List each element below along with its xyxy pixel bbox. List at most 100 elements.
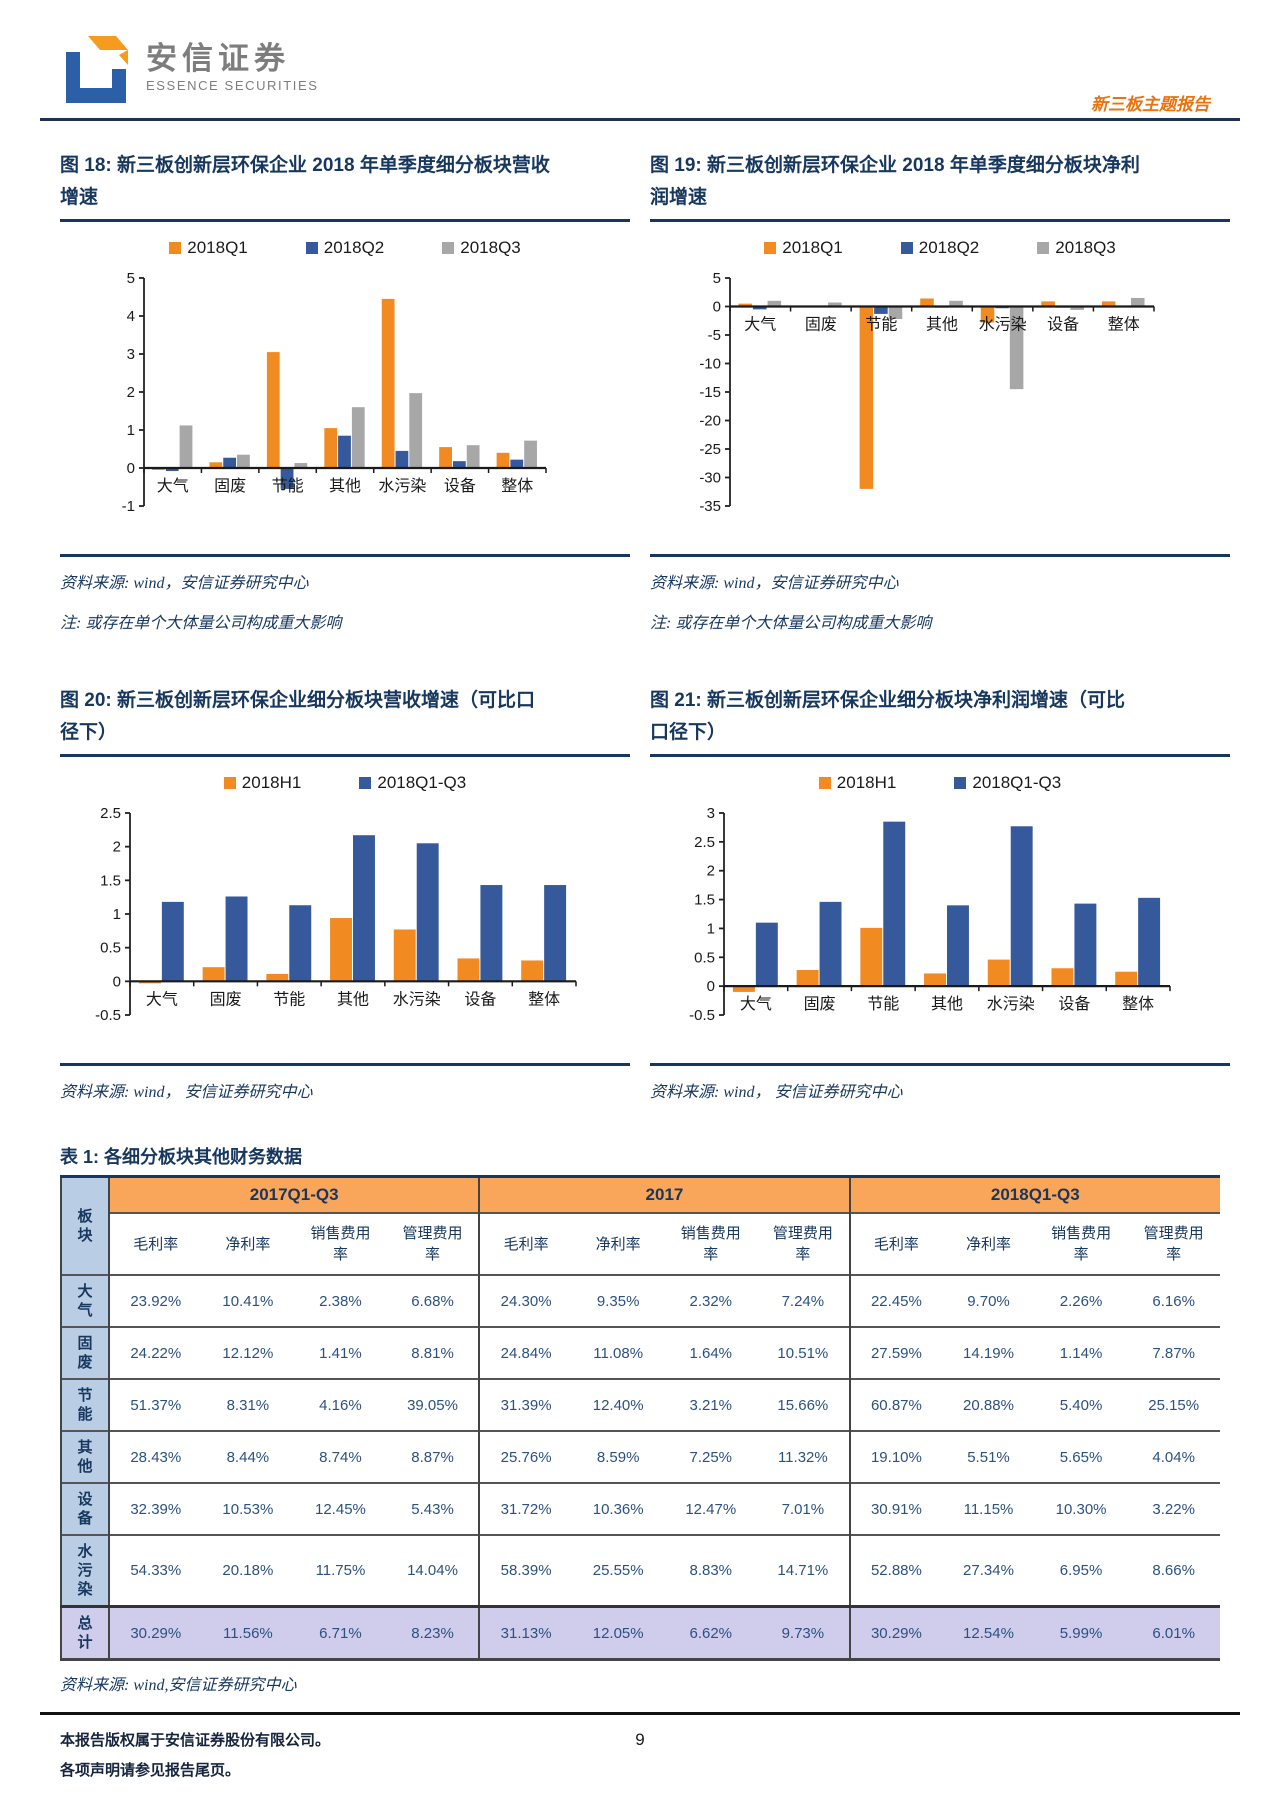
essence-logo-icon: [66, 36, 128, 103]
table-cell: 11.15%: [963, 1500, 1014, 1518]
figure-18-title-line1: 图 18: 新三板创新层环保企业 2018 年单季度细分板块营收: [60, 155, 550, 176]
table-cell: 51.37%: [108, 1379, 202, 1431]
table-cell: 19.10%: [848, 1431, 943, 1483]
figure-21-source: 资料来源: wind， 安信证券研究中心: [650, 1084, 903, 1101]
table-cell: 4.16%: [319, 1396, 362, 1414]
table-cell: 5.99%: [1034, 1606, 1128, 1660]
table-cell: 14.19%: [963, 1344, 1014, 1362]
svg-text:0.5: 0.5: [100, 940, 121, 957]
figure-21-title-line2: 口径下）: [650, 722, 727, 743]
brand-text: 安信证券 ESSENCE SECURITIES: [146, 41, 319, 95]
table-cell: 8.44%: [226, 1448, 270, 1466]
svg-text:1: 1: [707, 920, 715, 937]
table-cell: 1.64%: [689, 1344, 733, 1362]
figure-18-source: 资料来源: wind，安信证券研究中心: [60, 575, 309, 592]
figure-20-bottom-rule: [60, 1063, 630, 1066]
table-1-section: 表 1: 各细分板块其他财务数据 板块 2017Q1-Q3 2017 2018Q1-Q…: [60, 1143, 1220, 1695]
svg-text:其他: 其他: [329, 477, 361, 495]
page-number: 9: [635, 1730, 645, 1749]
brand-logo: 安信证券 ESSENCE SECURITIES: [62, 32, 319, 104]
legend-swatch-icon: [764, 242, 777, 254]
table-cell: 10.30%: [1055, 1500, 1107, 1518]
table-cell: 2.26%: [1059, 1292, 1103, 1310]
table-cell: 4.04%: [1152, 1448, 1195, 1466]
report-category-tag: 新三板主题报告: [1091, 95, 1210, 114]
table-row: 总计 30.29% 11.56% 6.71% 8.23% 31.13% 12.05% 6.62…: [60, 1606, 1220, 1660]
figure-19-chart: 5 0 -5 -10 -15 -20 -25 -30 -35 大气 固废 节能 其他 水污染 设备 整体: [699, 270, 1155, 515]
legend-label: 2018Q1-Q3: [972, 773, 1062, 792]
legend-label: 2018Q2: [323, 238, 385, 257]
figure-18-bottom-rule: [60, 554, 630, 557]
table-row-label: 其他: [60, 1431, 110, 1483]
brand-name-en: ESSENCE SECURITIES: [146, 78, 319, 93]
metric-header: 毛利率: [108, 1213, 202, 1275]
table-row: 其他 28.43% 8.44% 8.74% 8.87% 25.76% 8.59% 7.25% 1…: [60, 1431, 1220, 1483]
footer-divider: [40, 1712, 1240, 1715]
legend-label: 2018Q3: [460, 238, 521, 257]
legend-swatch-icon: [900, 242, 913, 254]
table-cell: 30.29%: [108, 1606, 202, 1660]
table-cell: 3.21%: [689, 1396, 733, 1414]
table-cell: 24.22%: [108, 1327, 202, 1379]
table-cell: 6.95%: [1059, 1562, 1103, 1579]
svg-text:0: 0: [127, 460, 135, 477]
figure-19-legend: 2018Q1 2018Q2 2018Q3: [650, 238, 1230, 258]
legend-item: 2018Q1-Q3: [359, 773, 466, 793]
svg-text:1.5: 1.5: [694, 892, 715, 909]
table-cell: 31.72%: [478, 1483, 572, 1535]
table-cell: 8.81%: [411, 1344, 454, 1362]
table-cell: 30.29%: [848, 1606, 943, 1660]
svg-text:2: 2: [113, 839, 121, 856]
table-row: 大气 23.92% 10.41% 2.38% 6.68% 24.30% 9.35% 2.32%…: [60, 1275, 1220, 1327]
table-cell: 20.18%: [222, 1562, 274, 1579]
table-cell: 24.30%: [478, 1275, 572, 1327]
table-cell: 31.39%: [478, 1379, 572, 1431]
svg-text:-25: -25: [699, 441, 721, 458]
legend-label: 2018Q1: [187, 238, 248, 257]
metric-header: 毛利率: [478, 1213, 572, 1275]
legend-item: 2018Q1-Q3: [954, 773, 1061, 793]
svg-text:1: 1: [127, 422, 135, 439]
legend-swatch-icon: [359, 777, 372, 789]
table-cell: 25.76%: [478, 1431, 572, 1483]
table-cell: 9.70%: [967, 1292, 1010, 1310]
table-cell: 32.39%: [108, 1483, 202, 1535]
table-1-source: 资料来源: wind,安信证券研究中心: [60, 1677, 297, 1694]
table-row-label: 节能: [60, 1379, 110, 1431]
svg-text:-10: -10: [699, 356, 721, 373]
svg-text:0: 0: [113, 973, 121, 990]
svg-text:-5: -5: [708, 327, 721, 344]
legend-label: 2018Q3: [1055, 238, 1116, 257]
table-cell: 11.56%: [201, 1606, 295, 1660]
table-cell: 25.15%: [1148, 1396, 1200, 1414]
table-1-title: 表 1: 各细分板块其他财务数据: [60, 1143, 1220, 1178]
table-cell: 14.71%: [777, 1562, 829, 1579]
figure-19-source: 资料来源: wind，安信证券研究中心: [650, 575, 899, 592]
table-cell: 9.35%: [596, 1292, 640, 1310]
svg-text:5: 5: [127, 270, 135, 287]
table-row: 固废 24.22% 12.12% 1.41% 8.81% 24.84% 11.08% 1.64…: [60, 1327, 1220, 1379]
legend-item: 2018Q1: [169, 238, 248, 258]
svg-text:固废: 固废: [210, 990, 242, 1008]
table-cell: 6.68%: [411, 1292, 454, 1310]
svg-text:0: 0: [707, 978, 715, 995]
table-row-label: 固废: [60, 1327, 110, 1379]
figure-18-title-line2: 增速: [60, 187, 99, 208]
metric-header: 销售费用率: [1051, 1225, 1112, 1263]
legend-item: 2018H1: [223, 773, 301, 793]
table-cell: 8.83%: [689, 1562, 733, 1579]
svg-text:水污染: 水污染: [987, 995, 1035, 1013]
table-cell: 8.66%: [1152, 1562, 1195, 1579]
svg-text:设备: 设备: [444, 477, 476, 495]
metric-header: 毛利率: [848, 1213, 943, 1275]
figure-21-legend: 2018H1 2018Q1-Q3: [650, 773, 1230, 793]
table-cell: 8.74%: [319, 1448, 362, 1466]
period-group-header: 2018Q1-Q3: [848, 1178, 1220, 1213]
figure-18-title: 图 18: 新三板创新层环保企业 2018 年单季度细分板块营收 增速: [60, 150, 630, 222]
table-cell: 8.59%: [596, 1448, 640, 1466]
svg-text:大气: 大气: [157, 477, 189, 495]
svg-text:4: 4: [127, 308, 135, 325]
footer-disclaimer: 本报告版权属于安信证券股份有限公司。 各项声明请参见报告尾页。: [60, 1726, 330, 1786]
table-cell: 30.91%: [848, 1483, 943, 1535]
table-cell: 7.87%: [1152, 1344, 1195, 1362]
